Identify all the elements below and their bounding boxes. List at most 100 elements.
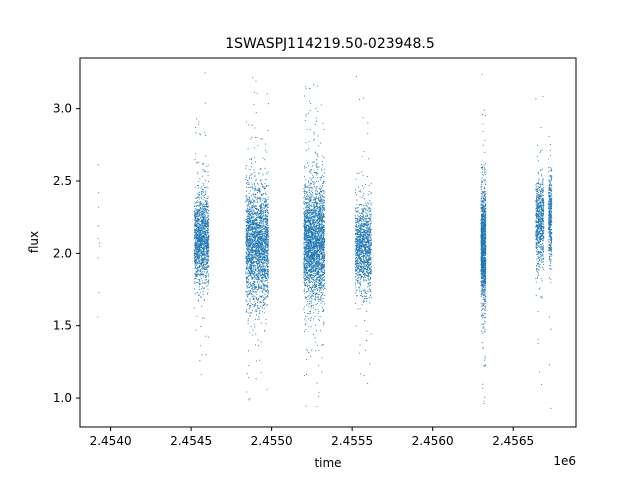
- data-point: [195, 254, 197, 256]
- data-point: [200, 278, 202, 280]
- data-point: [251, 285, 253, 287]
- data-point: [204, 279, 206, 281]
- data-point: [311, 216, 313, 218]
- data-point: [255, 206, 257, 208]
- data-point: [266, 286, 268, 288]
- data-point: [249, 260, 251, 262]
- data-point: [194, 205, 196, 207]
- data-point: [195, 250, 198, 252]
- data-point: [306, 267, 309, 269]
- data-point: [247, 276, 249, 278]
- data-point: [256, 273, 258, 275]
- data-point: [317, 289, 319, 291]
- data-point: [196, 282, 198, 284]
- data-point: [201, 259, 203, 261]
- data-point: [245, 243, 247, 245]
- data-point: [255, 238, 257, 240]
- data-point: [263, 302, 265, 304]
- data-point: [259, 217, 261, 220]
- data-point: [257, 214, 259, 216]
- data-point: [317, 246, 319, 248]
- data-point: [198, 209, 200, 211]
- data-point: [259, 200, 261, 202]
- data-point: [262, 273, 264, 275]
- data-point: [206, 228, 209, 230]
- data-point: [264, 198, 266, 200]
- data-point: [255, 241, 257, 243]
- data-point: [206, 269, 208, 271]
- data-point: [261, 221, 263, 223]
- data-point: [252, 186, 254, 188]
- data-point: [267, 290, 269, 292]
- data-point: [319, 289, 321, 291]
- data-point: [199, 233, 202, 235]
- data-point: [249, 175, 251, 177]
- data-point: [265, 244, 267, 247]
- data-point: [323, 156, 325, 159]
- data-point: [249, 225, 251, 227]
- data-point: [256, 271, 258, 273]
- data-point: [267, 130, 269, 132]
- data-point: [247, 232, 249, 234]
- data-point: [207, 229, 209, 232]
- data-point: [250, 266, 252, 268]
- data-point: [201, 282, 204, 284]
- data-point: [259, 227, 261, 229]
- data-point: [247, 255, 249, 257]
- data-point: [310, 265, 313, 267]
- data-point: [247, 296, 249, 298]
- data-point: [196, 269, 198, 271]
- data-point: [264, 215, 266, 217]
- data-point: [195, 270, 198, 273]
- data-point: [207, 285, 209, 287]
- data-point: [200, 227, 202, 229]
- data-point: [204, 226, 206, 228]
- data-point: [251, 276, 253, 278]
- data-point: [246, 199, 248, 201]
- data-point: [198, 223, 200, 225]
- data-point: [245, 221, 247, 223]
- data-point: [251, 267, 253, 269]
- data-point: [205, 233, 207, 235]
- data-point: [263, 263, 265, 265]
- data-point: [207, 174, 209, 176]
- data-point: [197, 244, 199, 246]
- data-point: [311, 177, 313, 179]
- data-point: [320, 292, 322, 294]
- data-point: [258, 316, 260, 318]
- data-point: [265, 233, 267, 235]
- data-point: [251, 124, 253, 126]
- data-point: [262, 300, 264, 302]
- data-point: [200, 250, 202, 252]
- data-point: [258, 254, 260, 256]
- data-point: [200, 230, 202, 232]
- data-point: [321, 344, 323, 347]
- data-point: [305, 167, 307, 169]
- data-point: [260, 236, 262, 238]
- data-point: [255, 180, 257, 182]
- data-point: [249, 243, 251, 245]
- data-point: [267, 261, 269, 263]
- data-point: [252, 264, 254, 266]
- data-point: [252, 227, 254, 229]
- data-point: [265, 298, 267, 300]
- data-point: [305, 179, 307, 181]
- data-point: [249, 198, 251, 200]
- data-point: [245, 121, 247, 123]
- data-point: [323, 283, 325, 285]
- data-point: [205, 186, 207, 188]
- data-point: [264, 167, 266, 169]
- data-point: [246, 211, 248, 214]
- data-point: [310, 290, 312, 293]
- data-point: [246, 285, 248, 287]
- data-point: [205, 244, 207, 246]
- data-point: [267, 185, 269, 187]
- data-point: [267, 209, 269, 212]
- data-point: [253, 258, 255, 260]
- data-point: [257, 221, 259, 223]
- data-point: [197, 209, 199, 211]
- data-point: [267, 247, 269, 249]
- data-point: [203, 227, 205, 229]
- data-point: [262, 208, 264, 210]
- data-point: [266, 228, 268, 230]
